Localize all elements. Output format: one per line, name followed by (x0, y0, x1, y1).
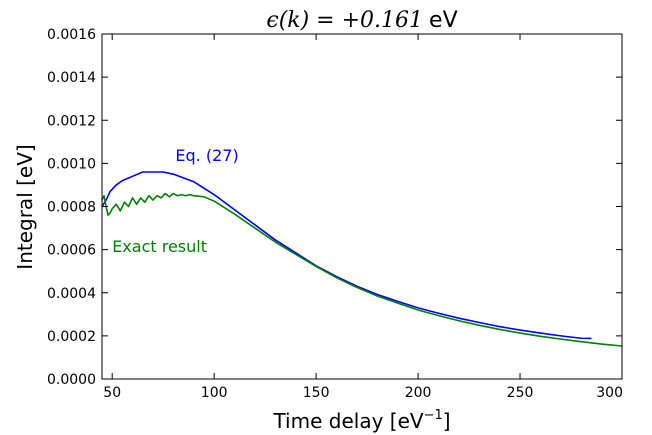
y-tick-label: 0.0008 (47, 200, 96, 216)
x-axis-label-close: ] (443, 409, 451, 433)
y-tick-label: 0.0010 (47, 156, 96, 172)
y-tick-label: 0.0012 (47, 113, 96, 129)
chart-title-math: ϵ(k) = +0.161 (266, 8, 423, 33)
y-tick-label: 0.0014 (47, 70, 96, 86)
x-axis-label-sup: −1 (424, 408, 443, 423)
x-tick-label: 50 (103, 385, 121, 401)
plot-area: Eq. (27) Exact result (101, 146, 623, 347)
y-axis-label: Integral [eV] (13, 144, 37, 269)
y-tick-label: 0.0002 (47, 329, 96, 345)
x-axis-label: Time delay [eV−1] (272, 408, 450, 433)
series-label-exact-result: Exact result (112, 237, 207, 256)
x-tick-label: 100 (201, 385, 228, 401)
series-label-eq-27: Eq. (27) (175, 146, 238, 165)
x-tick-label: 300 (596, 385, 623, 401)
series-line-eq-27 (101, 171, 592, 340)
x-axis-label-text: Time delay [eV (272, 409, 423, 433)
x-tick-label: 150 (303, 385, 330, 401)
chart-title-unit: eV (429, 8, 458, 33)
series-line-exact-result (101, 192, 623, 347)
chart-title: ϵ(k) = +0.161 eV (266, 8, 457, 33)
x-tick-label: 250 (507, 385, 534, 401)
y-tick-label: 0.0004 (47, 286, 96, 302)
x-axis: 50 100 150 200 250 300 (103, 34, 623, 401)
plot-frame (101, 33, 623, 380)
y-axis: 0.0000 0.0002 0.0004 0.0006 0.0008 0.0010 0.00… (47, 27, 622, 388)
x-tick-label: 200 (405, 385, 432, 401)
y-tick-label: 0.0016 (47, 27, 96, 43)
y-tick-label: 0.0006 (47, 243, 96, 259)
y-tick-label: 0.0000 (47, 372, 96, 388)
